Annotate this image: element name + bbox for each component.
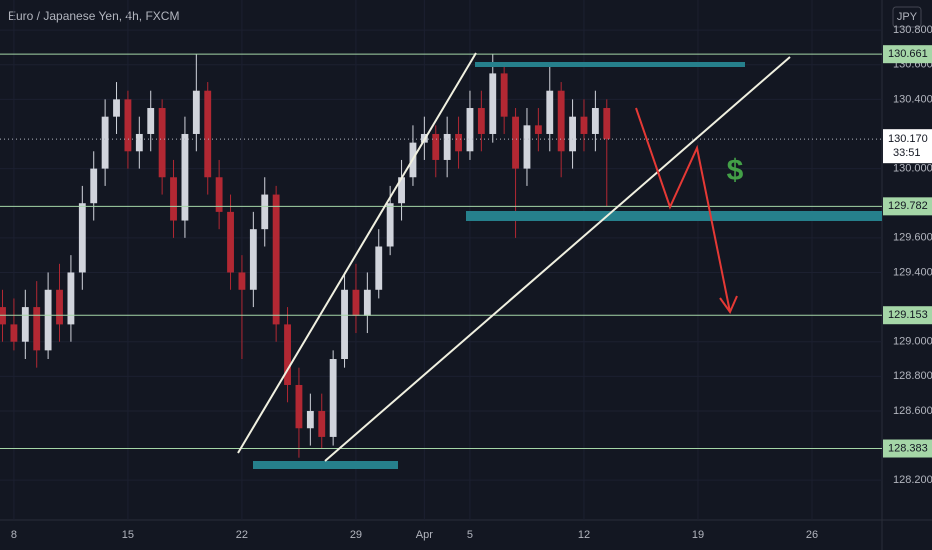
candle-body <box>352 289 360 316</box>
x-tick-label: 12 <box>578 529 590 541</box>
candle-body <box>90 168 98 204</box>
candle-body <box>238 272 246 290</box>
candle-body <box>306 410 314 429</box>
level-label-bg <box>883 45 932 64</box>
last-price-bg <box>883 129 932 164</box>
x-tick-label: 26 <box>806 529 818 541</box>
candle-body <box>603 108 611 140</box>
dollar-sign: $ <box>727 154 744 187</box>
x-tick-label: 8 <box>11 529 17 541</box>
candle-body <box>10 324 18 342</box>
level-label: 129.782 <box>888 200 928 212</box>
candle-body <box>591 108 599 134</box>
candle-body <box>341 289 348 360</box>
candle-body <box>0 307 6 325</box>
candle-body <box>78 203 86 273</box>
candle-body <box>318 410 326 437</box>
candle-body <box>113 99 120 117</box>
y-tick-label: 128.800 <box>893 370 932 382</box>
candle-body <box>375 246 383 290</box>
axes: 130.800130.600130.400130.000129.600129.4… <box>11 24 932 541</box>
currency-box[interactable] <box>892 6 922 28</box>
x-tick-label: Apr <box>416 529 433 541</box>
candle-body <box>546 90 554 134</box>
candle-body <box>101 116 109 169</box>
bottom-zone <box>253 461 398 469</box>
candle-body <box>455 133 462 152</box>
candle-body <box>432 133 440 160</box>
candle-body <box>295 384 303 429</box>
x-tick-label: 29 <box>350 529 362 541</box>
y-tick-label: 130.000 <box>893 163 932 175</box>
candle-body <box>466 108 474 152</box>
candle-body <box>67 272 75 325</box>
resistance-zone <box>475 62 745 67</box>
candle-body <box>477 108 485 134</box>
x-tick-label: 5 <box>467 529 473 541</box>
candle-body <box>33 307 41 351</box>
y-tick-label: 129.400 <box>893 266 932 278</box>
candle-body <box>272 194 280 325</box>
candle-body <box>170 177 177 221</box>
countdown: 33:51 <box>893 147 921 159</box>
currency[interactable]: JPY <box>897 11 918 23</box>
level-label: 128.383 <box>888 442 928 454</box>
x-tick-label: 22 <box>236 529 248 541</box>
candle-body <box>147 108 155 134</box>
candle-body <box>44 289 52 351</box>
chart-title: Euro / Japanese Yen, 4h, FXCM <box>8 9 179 23</box>
y-tick-label: 130.800 <box>893 24 932 36</box>
candle-body <box>500 73 508 117</box>
candle-body <box>443 133 451 160</box>
candle-body <box>557 90 565 152</box>
drawings <box>237 52 882 469</box>
candle-body <box>227 211 234 273</box>
candle-body <box>580 116 588 134</box>
candle-body <box>56 289 63 325</box>
candle-body <box>181 133 189 221</box>
level-label-bg <box>883 197 932 216</box>
trend-line <box>324 56 791 462</box>
candle-body <box>249 229 257 290</box>
x-tick-label: 15 <box>122 529 134 541</box>
candle-body <box>215 177 223 212</box>
x-tick-label: 19 <box>692 529 704 541</box>
candle-body <box>512 116 519 169</box>
candle-body <box>261 194 269 230</box>
candle-body <box>204 90 212 178</box>
candle-body <box>523 125 531 169</box>
projection-path <box>635 107 731 313</box>
last-price-label: 130.170 <box>888 133 928 145</box>
level-label-bg <box>883 306 932 325</box>
candle-body <box>124 99 132 152</box>
y-tick-label: 130.400 <box>893 93 932 105</box>
y-tick-label: 129.600 <box>893 232 932 244</box>
level-label: 130.661 <box>888 48 928 60</box>
candle-body <box>135 133 143 152</box>
y-tick-label: 129.000 <box>893 336 932 348</box>
level-label-bg <box>883 439 932 458</box>
channel-line <box>237 52 477 454</box>
candle-body <box>192 90 200 134</box>
y-tick-label: 128.200 <box>893 474 932 486</box>
candle-body <box>386 203 394 247</box>
candle-body <box>398 177 405 204</box>
candle-body <box>489 73 497 134</box>
candle-body <box>329 359 337 437</box>
level-label: 129.153 <box>888 309 928 321</box>
candle-body <box>569 116 576 152</box>
candle-body <box>534 125 542 134</box>
projection-arrow <box>719 295 738 315</box>
candle-body <box>284 324 291 385</box>
candle-body <box>158 108 166 178</box>
candle-body <box>363 289 371 316</box>
support-zone <box>466 211 882 221</box>
candle-body <box>21 307 29 342</box>
y-tick-label: 128.600 <box>893 405 932 417</box>
